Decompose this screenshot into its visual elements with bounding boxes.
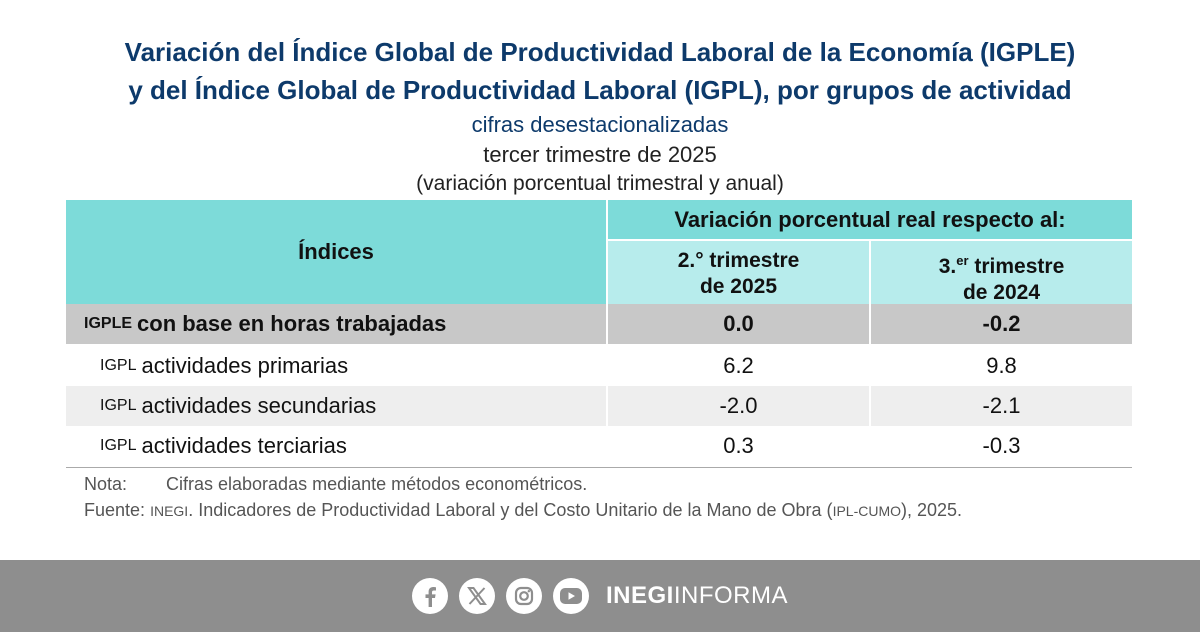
row-abbr: IGPLE bbox=[84, 315, 133, 332]
header-col-q3-2024: 3.er trimestre de 2024 bbox=[871, 241, 1132, 304]
youtube-icon[interactable] bbox=[552, 578, 589, 614]
x-icon[interactable] bbox=[458, 578, 495, 614]
header-col-q2-2025: 2.° trimestre de 2025 bbox=[608, 241, 869, 304]
row-value-q2-2025: -2.0 bbox=[608, 386, 869, 426]
table-row: IGPL actividades primarias 6.2 9.8 bbox=[66, 346, 1132, 386]
row-value-q2-2025: 0.3 bbox=[723, 433, 754, 458]
source-label: Fuente: bbox=[84, 500, 146, 520]
header-col-1-line-1: 2.° trimestre bbox=[677, 249, 800, 272]
source-text-2: ), 2025. bbox=[901, 500, 963, 520]
brand-logo: INEGIINFORMA bbox=[606, 582, 788, 610]
row-abbr: IGPL bbox=[100, 357, 137, 374]
subtitle-line-3: (variación porcentual trimestral y anual… bbox=[416, 172, 784, 195]
row-value-q2-2025: 0.0 bbox=[608, 304, 869, 344]
note-line: Nota: Cifras elaboradas mediante métodos … bbox=[84, 474, 587, 495]
title-line-2: y del Índice Global de Productividad Lab… bbox=[128, 75, 1072, 105]
header-col-1-line-2: de 2025 bbox=[699, 275, 778, 298]
source-org: INEGI bbox=[150, 503, 189, 519]
row-label: IGPL actividades secundarias bbox=[66, 386, 606, 426]
header-indices: Índices bbox=[66, 200, 606, 304]
note-label: Nota: bbox=[84, 474, 128, 494]
table-row: IGPLE con base en horas trabajadas 0.0 -0… bbox=[66, 304, 1132, 344]
subtitle-line-2: tercer trimestre de 2025 bbox=[483, 142, 717, 167]
row-label: IGPL actividades primarias bbox=[66, 346, 606, 386]
source-abbr: IPL-CUMO bbox=[832, 503, 902, 519]
table-row: IGPL actividades secundarias -2.0 -2.1 bbox=[66, 386, 1132, 426]
row-value-q3-2024: -0.3 bbox=[982, 433, 1021, 458]
header-col-2-prefix: 3. bbox=[938, 255, 957, 278]
note-text: Cifras elaboradas mediante métodos econo… bbox=[166, 474, 588, 494]
header-col-2-line-1: 3.er trimestre bbox=[871, 248, 1132, 280]
row-abbr: IGPL bbox=[100, 397, 137, 414]
table-bottom-rule bbox=[66, 467, 1132, 468]
row-value-q3-2024: -2.1 bbox=[871, 386, 1132, 426]
table-row: IGPL actividades terciarias 0.3 -0.3 bbox=[66, 426, 1132, 466]
footer-bar: INEGIINFORMA bbox=[0, 560, 1200, 632]
source-line: Fuente: INEGI. Indicadores de Productivi… bbox=[84, 500, 962, 521]
instagram-icon[interactable] bbox=[505, 578, 542, 614]
row-label-text: actividades primarias bbox=[141, 353, 349, 378]
row-value-q3-2024: -0.2 bbox=[871, 304, 1132, 344]
subtitle-line-1: cifras desestacionalizadas bbox=[471, 112, 729, 137]
row-label-text: actividades terciarias bbox=[141, 433, 347, 458]
header-col-2-sup: er bbox=[956, 253, 969, 268]
header-col-2-suffix: trimestre bbox=[968, 255, 1065, 278]
brand-bold: INEGI bbox=[605, 582, 674, 609]
header-col-2-line-2: de 2024 bbox=[962, 281, 1041, 304]
row-label: IGPLE con base en horas trabajadas bbox=[66, 304, 606, 344]
row-label-text: actividades secundarias bbox=[141, 393, 377, 418]
row-abbr: IGPL bbox=[100, 437, 137, 454]
row-label-text: con base en horas trabajadas bbox=[137, 311, 447, 336]
brand-light: INFORMA bbox=[673, 582, 788, 609]
facebook-icon[interactable] bbox=[411, 578, 448, 614]
row-value-q2-2025: 6.2 bbox=[723, 353, 754, 378]
source-text-1: . Indicadores de Productividad Laboral y… bbox=[188, 500, 833, 520]
row-value-q3-2024: 9.8 bbox=[986, 353, 1017, 378]
row-label: IGPL actividades terciarias bbox=[66, 426, 606, 466]
title-line-1: Variación del Índice Global de Productiv… bbox=[124, 37, 1076, 67]
header-variation-group: Variación porcentual real respecto al: bbox=[608, 200, 1132, 239]
